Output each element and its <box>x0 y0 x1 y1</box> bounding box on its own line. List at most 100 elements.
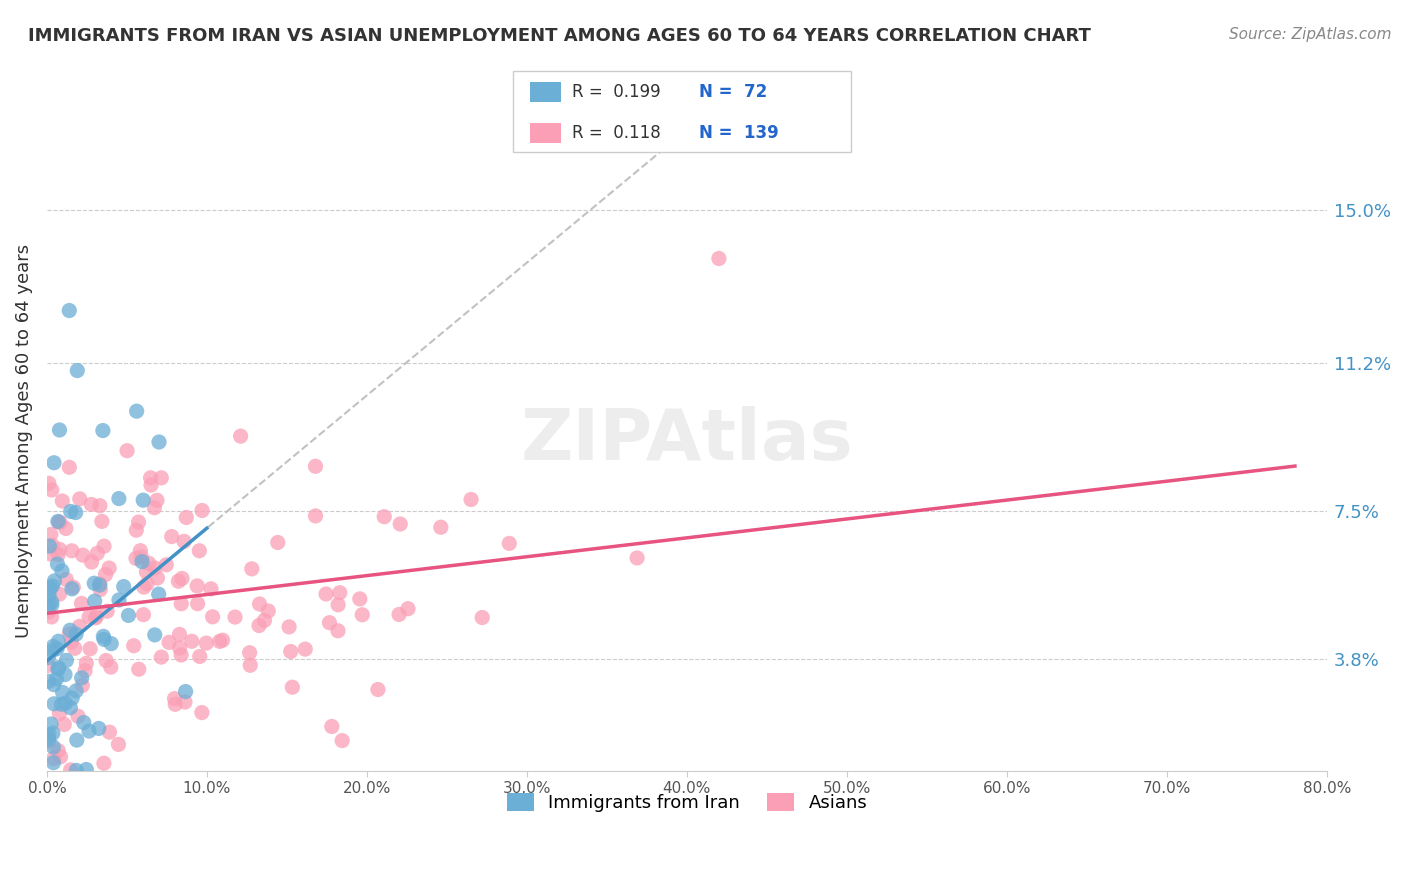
Immigrants from Iran <box>148 435 170 450</box>
Asians <box>240 562 263 576</box>
Immigrants from Iran <box>51 698 73 712</box>
Asians <box>136 576 159 591</box>
Immigrants from Iran <box>48 783 70 797</box>
Immigrants from Iran <box>44 574 66 588</box>
Asians <box>98 725 121 739</box>
Asians <box>180 634 202 648</box>
Asians <box>498 536 520 550</box>
Immigrants from Iran <box>60 582 83 596</box>
Immigrants from Iran <box>39 717 62 731</box>
Immigrants from Iran <box>46 662 69 676</box>
Immigrants from Iran <box>66 733 89 747</box>
Asians <box>55 521 77 535</box>
Asians <box>98 561 121 575</box>
Immigrants from Iran <box>84 783 107 797</box>
Immigrants from Iran <box>108 593 131 607</box>
Immigrants from Iran <box>38 539 60 553</box>
Asians <box>135 565 157 579</box>
Asians <box>90 515 112 529</box>
Asians <box>170 648 193 662</box>
Asians <box>77 610 100 624</box>
Asians <box>201 610 224 624</box>
Asians <box>239 658 262 673</box>
Immigrants from Iran <box>42 678 65 692</box>
Immigrants from Iran <box>108 491 131 506</box>
Asians <box>195 636 218 650</box>
Asians <box>389 516 412 531</box>
Asians <box>294 642 316 657</box>
Text: R =  0.199: R = 0.199 <box>572 83 661 101</box>
Asians <box>186 579 208 593</box>
Asians <box>51 494 73 508</box>
Immigrants from Iran <box>70 671 93 685</box>
Asians <box>169 640 191 655</box>
Asians <box>58 460 80 475</box>
Asians <box>48 542 70 557</box>
Immigrants from Iran <box>148 587 170 601</box>
Immigrants from Iran <box>100 637 122 651</box>
Text: ZIPAtlas: ZIPAtlas <box>520 406 853 475</box>
Asians <box>84 611 107 625</box>
Text: N =  72: N = 72 <box>699 83 768 101</box>
Asians <box>191 706 214 720</box>
Asians <box>396 601 419 615</box>
Asians <box>128 515 150 529</box>
Asians <box>59 763 82 777</box>
Text: N =  139: N = 139 <box>699 124 779 142</box>
Asians <box>42 751 65 765</box>
Text: Source: ZipAtlas.com: Source: ZipAtlas.com <box>1229 27 1392 42</box>
Immigrants from Iran <box>42 697 65 711</box>
Immigrants from Iran <box>48 634 70 648</box>
Asians <box>200 582 222 596</box>
Asians <box>39 547 62 561</box>
Asians <box>280 644 302 658</box>
Immigrants from Iran <box>93 629 115 643</box>
Asians <box>626 550 648 565</box>
Asians <box>67 619 90 633</box>
Asians <box>388 607 411 622</box>
Immigrants from Iran <box>75 763 97 777</box>
Asians <box>49 516 72 530</box>
Asians <box>53 717 76 731</box>
Asians <box>304 508 326 523</box>
Asians <box>143 561 166 575</box>
Asians <box>229 429 252 443</box>
Asians <box>132 580 155 594</box>
Asians <box>107 738 129 752</box>
Asians <box>89 577 111 591</box>
Asians <box>89 499 111 513</box>
Immigrants from Iran <box>83 576 105 591</box>
Immigrants from Iran <box>77 724 100 739</box>
Immigrants from Iran <box>41 595 63 609</box>
Immigrants from Iran <box>37 674 59 689</box>
Asians <box>326 624 349 638</box>
Asians <box>257 604 280 618</box>
Immigrants from Iran <box>66 363 89 377</box>
Asians <box>139 478 162 492</box>
Immigrants from Iran <box>65 683 87 698</box>
Asians <box>60 543 83 558</box>
Immigrants from Iran <box>89 578 111 592</box>
Asians <box>281 680 304 694</box>
Asians <box>167 574 190 589</box>
Asians <box>63 641 86 656</box>
Immigrants from Iran <box>38 783 60 797</box>
Immigrants from Iran <box>42 756 65 770</box>
Asians <box>46 548 69 562</box>
Asians <box>146 571 169 585</box>
Asians <box>138 557 160 571</box>
Immigrants from Iran <box>55 696 77 710</box>
Asians <box>89 582 111 597</box>
Asians <box>125 551 148 566</box>
Immigrants from Iran <box>83 594 105 608</box>
Asians <box>94 567 117 582</box>
Asians <box>367 682 389 697</box>
Asians <box>187 597 209 611</box>
Asians <box>80 498 103 512</box>
Asians <box>132 607 155 622</box>
Immigrants from Iran <box>131 555 153 569</box>
Asians <box>125 523 148 537</box>
Asians <box>326 598 349 612</box>
Asians <box>471 610 494 624</box>
Asians <box>48 587 70 601</box>
